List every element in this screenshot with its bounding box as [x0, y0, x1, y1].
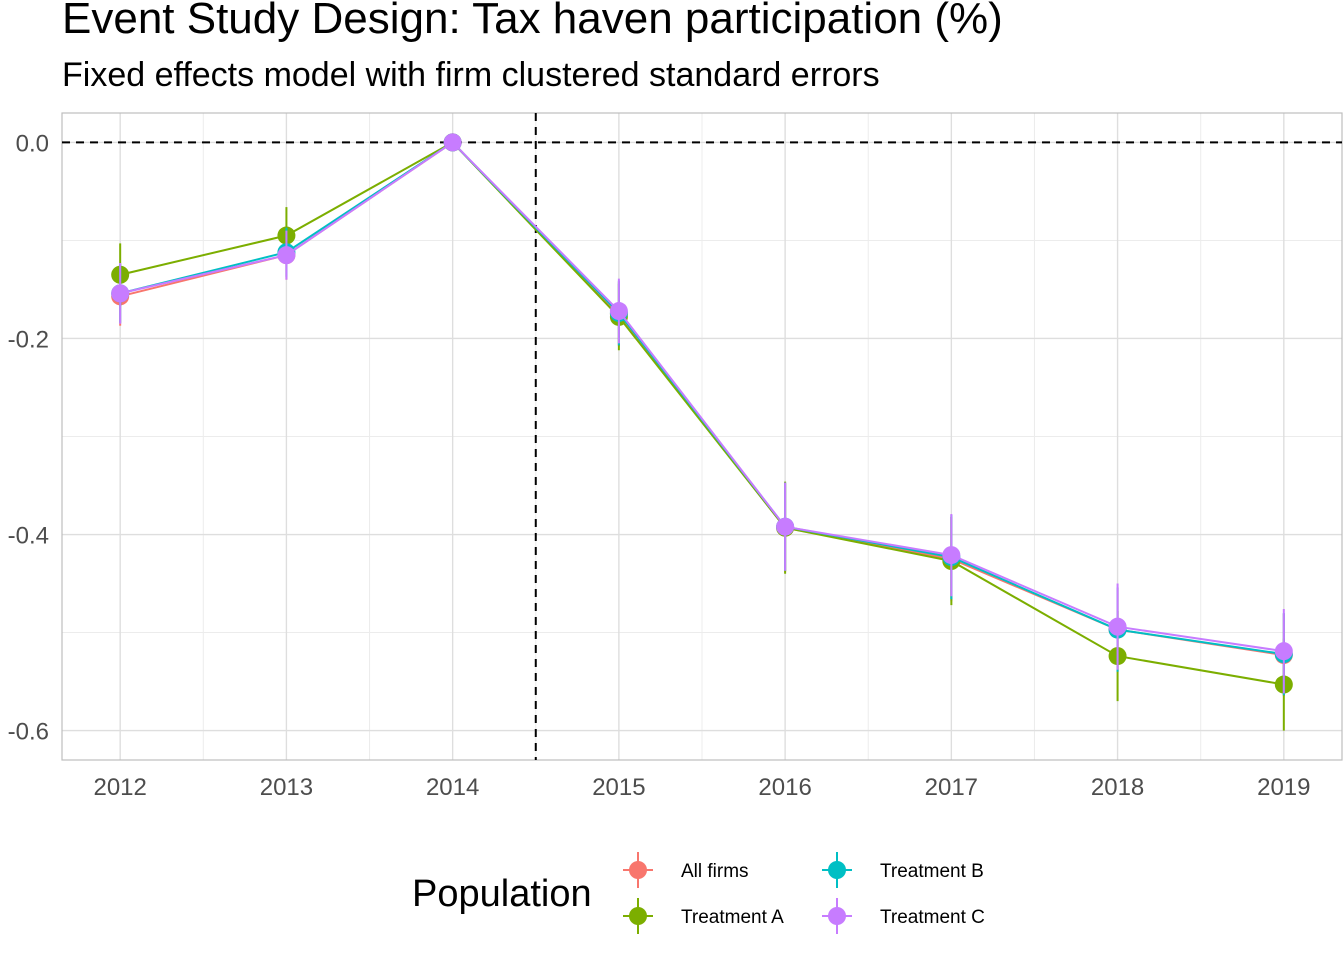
legend-label-all-firms: All firms — [681, 861, 749, 882]
x-tick-label: 2015 — [592, 774, 645, 801]
data-point-treatment-c — [277, 246, 296, 265]
axis-labels: 2012 2013 2014 2015 2016 2017 2018 2019 0.0 -0.2 -… — [8, 130, 1311, 801]
legend-item-treatment-b: Treatment B — [822, 852, 984, 888]
legend-label-treatment-c: Treatment C — [880, 907, 985, 928]
y-tick-label: 0.0 — [16, 130, 49, 157]
legend-item-all-firms: All firms — [623, 852, 749, 888]
series-line-treatment-a — [119, 141, 1284, 686]
series-layer — [111, 133, 1293, 731]
legend-label-treatment-a: Treatment A — [681, 907, 784, 928]
data-point-treatment-c — [443, 133, 462, 152]
legend-key-point — [828, 907, 846, 925]
reference-lines — [62, 113, 1342, 760]
data-point-treatment-c — [609, 302, 628, 321]
series-treatment-c — [111, 133, 1293, 694]
y-tick-label: -0.2 — [8, 326, 49, 353]
legend-title: Population — [412, 873, 592, 915]
series-line-treatment-c — [119, 141, 1284, 653]
data-point-treatment-c — [942, 546, 961, 565]
data-point-treatment-c — [1108, 617, 1127, 636]
plot-panel-border — [61, 112, 1343, 761]
legend-item-treatment-c: Treatment C — [822, 898, 985, 934]
data-point-treatment-c — [1274, 642, 1293, 661]
x-tick-label: 2012 — [93, 774, 146, 801]
grid-lines — [62, 113, 1342, 760]
data-point-treatment-c — [111, 284, 130, 303]
legend-key-point — [629, 861, 647, 879]
legend-item-treatment-a: Treatment A — [623, 898, 784, 934]
x-tick-label: 2014 — [426, 774, 479, 801]
chart-title: Event Study Design: Tax haven participat… — [62, 0, 1003, 43]
x-tick-label: 2019 — [1257, 774, 1310, 801]
legend: Population All firms Treatment A Treatment… — [412, 852, 985, 934]
x-tick-label: 2017 — [925, 774, 978, 801]
legend-label-treatment-b: Treatment B — [880, 861, 984, 882]
legend-key-point — [629, 907, 647, 925]
data-point-treatment-c — [776, 517, 795, 536]
x-tick-label: 2016 — [758, 774, 811, 801]
y-tick-label: -0.6 — [8, 719, 49, 746]
y-tick-label: -0.4 — [8, 523, 49, 550]
x-tick-label: 2013 — [260, 774, 313, 801]
legend-key-point — [828, 861, 846, 879]
chart-subtitle: Fixed effects model with firm clustered … — [62, 56, 880, 94]
x-tick-label: 2018 — [1091, 774, 1144, 801]
